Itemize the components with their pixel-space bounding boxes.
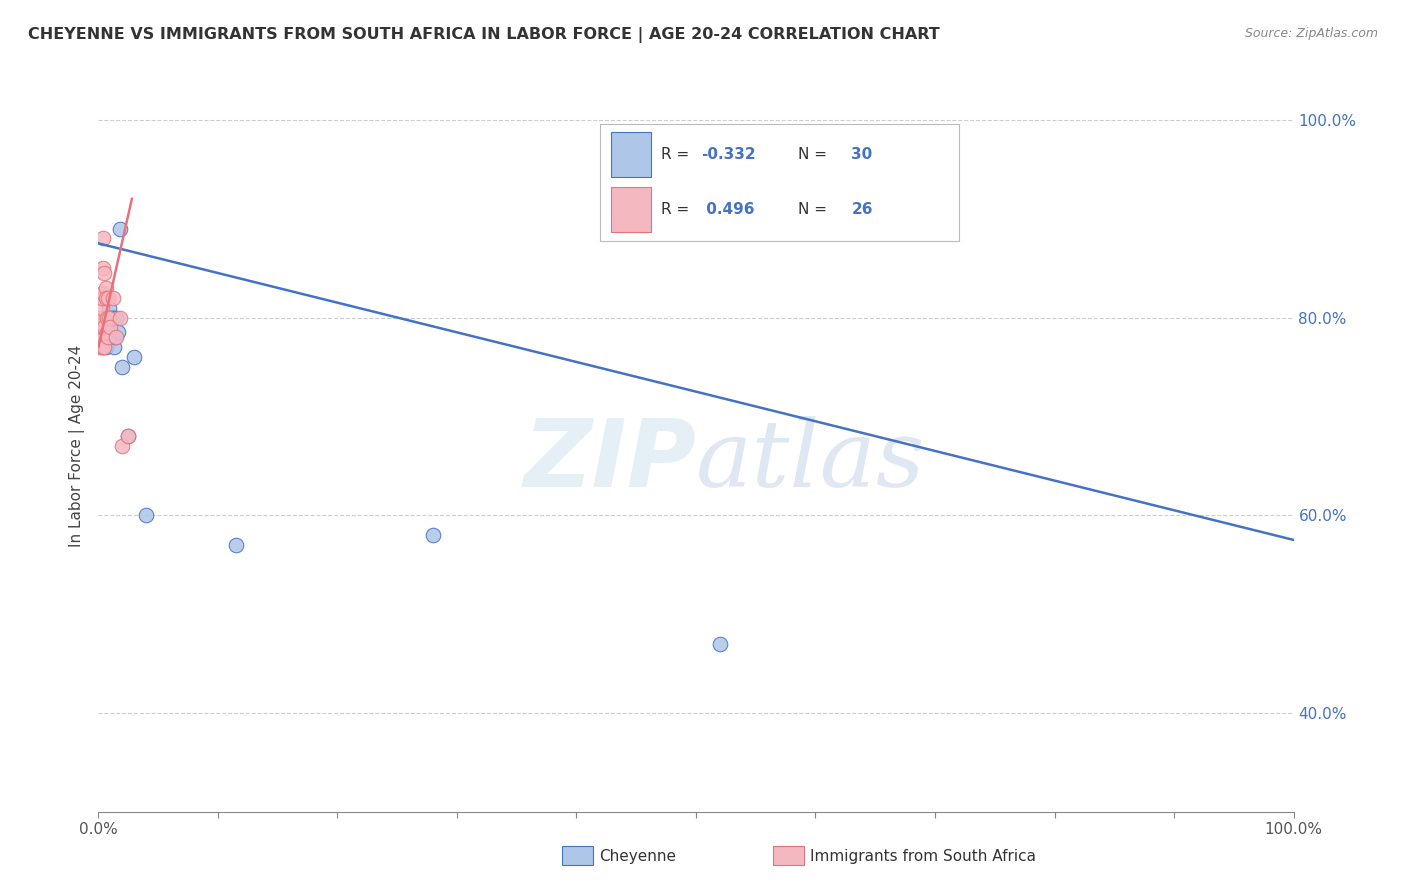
Point bbox=[91, 285, 114, 300]
Point bbox=[98, 301, 121, 315]
Point bbox=[97, 330, 120, 344]
Point bbox=[104, 330, 127, 344]
Point bbox=[94, 340, 117, 354]
Point bbox=[91, 340, 114, 354]
Point bbox=[97, 291, 120, 305]
Point bbox=[89, 330, 111, 344]
Point bbox=[107, 326, 129, 340]
Point bbox=[98, 320, 122, 334]
Point bbox=[96, 310, 118, 325]
Point bbox=[91, 310, 114, 325]
Point bbox=[105, 310, 128, 325]
Point bbox=[101, 310, 124, 325]
Point bbox=[96, 310, 118, 325]
Y-axis label: In Labor Force | Age 20-24: In Labor Force | Age 20-24 bbox=[69, 345, 86, 547]
Point bbox=[117, 429, 139, 443]
Point bbox=[90, 310, 112, 325]
Point bbox=[93, 320, 115, 334]
Point bbox=[94, 291, 117, 305]
Point bbox=[93, 291, 115, 305]
Text: Source: ZipAtlas.com: Source: ZipAtlas.com bbox=[1244, 27, 1378, 40]
Point bbox=[98, 310, 121, 325]
Point bbox=[91, 301, 114, 315]
Point bbox=[90, 335, 112, 350]
Text: Immigrants from South Africa: Immigrants from South Africa bbox=[810, 849, 1036, 863]
Point bbox=[97, 326, 120, 340]
Point bbox=[90, 320, 112, 334]
Point bbox=[98, 326, 122, 340]
Point bbox=[91, 320, 114, 334]
Point bbox=[91, 231, 114, 245]
Point bbox=[98, 310, 121, 325]
Point bbox=[98, 315, 122, 329]
Point bbox=[97, 330, 120, 344]
Point bbox=[105, 330, 128, 344]
Point bbox=[91, 291, 114, 305]
Point bbox=[422, 528, 444, 542]
Point bbox=[91, 340, 114, 354]
Text: CHEYENNE VS IMMIGRANTS FROM SOUTH AFRICA IN LABOR FORCE | AGE 20-24 CORRELATION : CHEYENNE VS IMMIGRANTS FROM SOUTH AFRICA… bbox=[28, 27, 939, 43]
Text: Cheyenne: Cheyenne bbox=[599, 849, 676, 863]
Point bbox=[124, 350, 146, 364]
Point bbox=[94, 310, 117, 325]
Point bbox=[111, 439, 134, 453]
Point bbox=[93, 330, 115, 344]
Point bbox=[135, 508, 157, 523]
Point bbox=[96, 326, 118, 340]
Point bbox=[111, 359, 134, 374]
Point bbox=[101, 291, 124, 305]
Point bbox=[100, 310, 122, 325]
Point bbox=[108, 310, 131, 325]
Text: ZIP: ZIP bbox=[523, 415, 696, 507]
Point bbox=[709, 637, 731, 651]
Point bbox=[93, 340, 115, 354]
Point bbox=[94, 281, 117, 295]
Point bbox=[108, 221, 131, 235]
Point bbox=[89, 340, 111, 354]
Point bbox=[91, 261, 114, 276]
Point bbox=[103, 340, 125, 354]
Text: atlas: atlas bbox=[696, 416, 925, 506]
Point bbox=[96, 326, 118, 340]
Point bbox=[93, 266, 115, 280]
Point bbox=[225, 538, 247, 552]
Point bbox=[117, 429, 139, 443]
